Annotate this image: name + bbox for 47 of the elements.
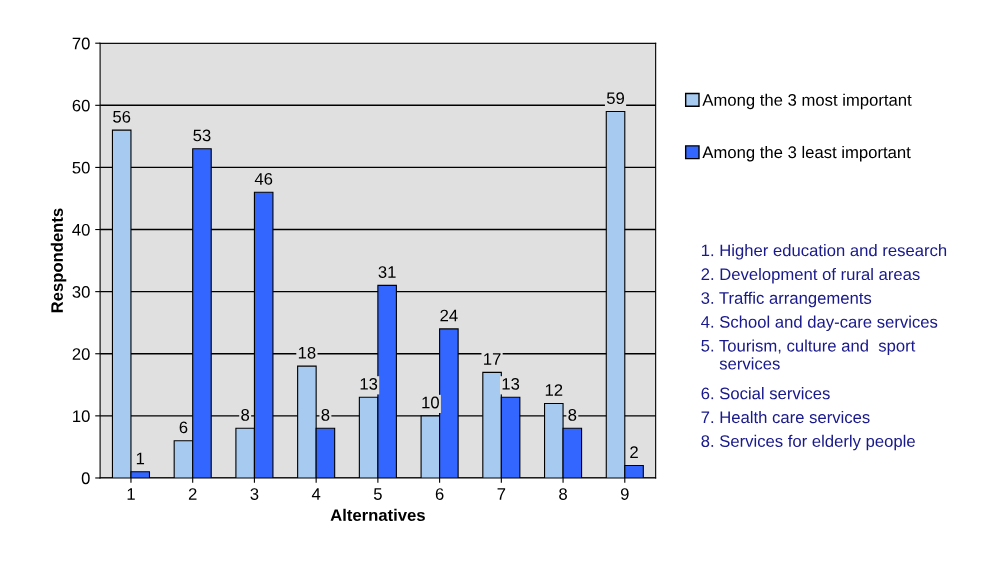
text: 6. Social services: [701, 387, 830, 400]
y-tick-label: 0: [81, 472, 90, 485]
x-tick-label: 6: [435, 488, 444, 500]
data-label: 53: [193, 129, 211, 142]
data-label: 8: [241, 409, 250, 421]
x-tick-label: 5: [373, 488, 382, 500]
data-label: 56: [113, 110, 131, 123]
y-tick-label: 10: [73, 410, 90, 423]
data-label: 1: [136, 452, 145, 465]
legend-label: Among the 3 least important: [702, 145, 911, 162]
data-label: 10: [422, 396, 439, 409]
text: 4. School and day-care services: [701, 315, 938, 332]
data-label: 12: [545, 384, 563, 396]
y-tick-label: 30: [72, 286, 90, 298]
text: 7. Health care services: [701, 410, 870, 424]
data-label: 2: [630, 446, 638, 458]
y-tick-label: 60: [72, 99, 90, 112]
text: 3. Traffic arrangements: [701, 291, 872, 308]
y-tick-label: 70: [72, 37, 90, 50]
data-label: 8: [568, 409, 577, 421]
y-axis-title: Respondents: [50, 208, 67, 313]
y-tick-label: 20: [72, 348, 90, 360]
x-tick-label: 9: [620, 488, 629, 500]
data-label: 13: [502, 377, 520, 390]
text: 5. Tourism, culture and sport services: [701, 339, 916, 370]
legend-label: Among the 3 most important: [702, 93, 912, 110]
x-tick-label: 2: [188, 488, 197, 500]
data-label: 18: [298, 346, 316, 359]
x-tick-label: 4: [311, 488, 321, 500]
x-tick-label: 8: [559, 488, 567, 500]
x-tick-label: 3: [250, 488, 259, 500]
data-label: 31: [378, 266, 396, 278]
text: 2. Development of rural areas: [701, 267, 920, 284]
x-tick-label: 7: [497, 488, 506, 500]
data-label: 17: [484, 353, 501, 365]
data-label: 13: [360, 377, 378, 390]
x-tick-label: 1: [127, 488, 135, 500]
text: 8. Services for elderly people: [701, 434, 915, 451]
data-label: 6: [179, 421, 188, 434]
data-label: 8: [321, 409, 330, 421]
y-tick-label: 40: [72, 223, 90, 236]
data-label: 46: [254, 173, 273, 185]
data-label: 24: [440, 309, 458, 322]
text: 1. Higher education and research: [701, 244, 947, 260]
data-label: 59: [606, 92, 625, 105]
y-tick-label: 50: [72, 161, 90, 174]
x-axis-title: Alternatives: [330, 508, 425, 522]
